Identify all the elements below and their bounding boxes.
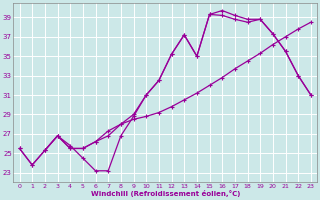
- X-axis label: Windchill (Refroidissement éolien,°C): Windchill (Refroidissement éolien,°C): [91, 190, 240, 197]
